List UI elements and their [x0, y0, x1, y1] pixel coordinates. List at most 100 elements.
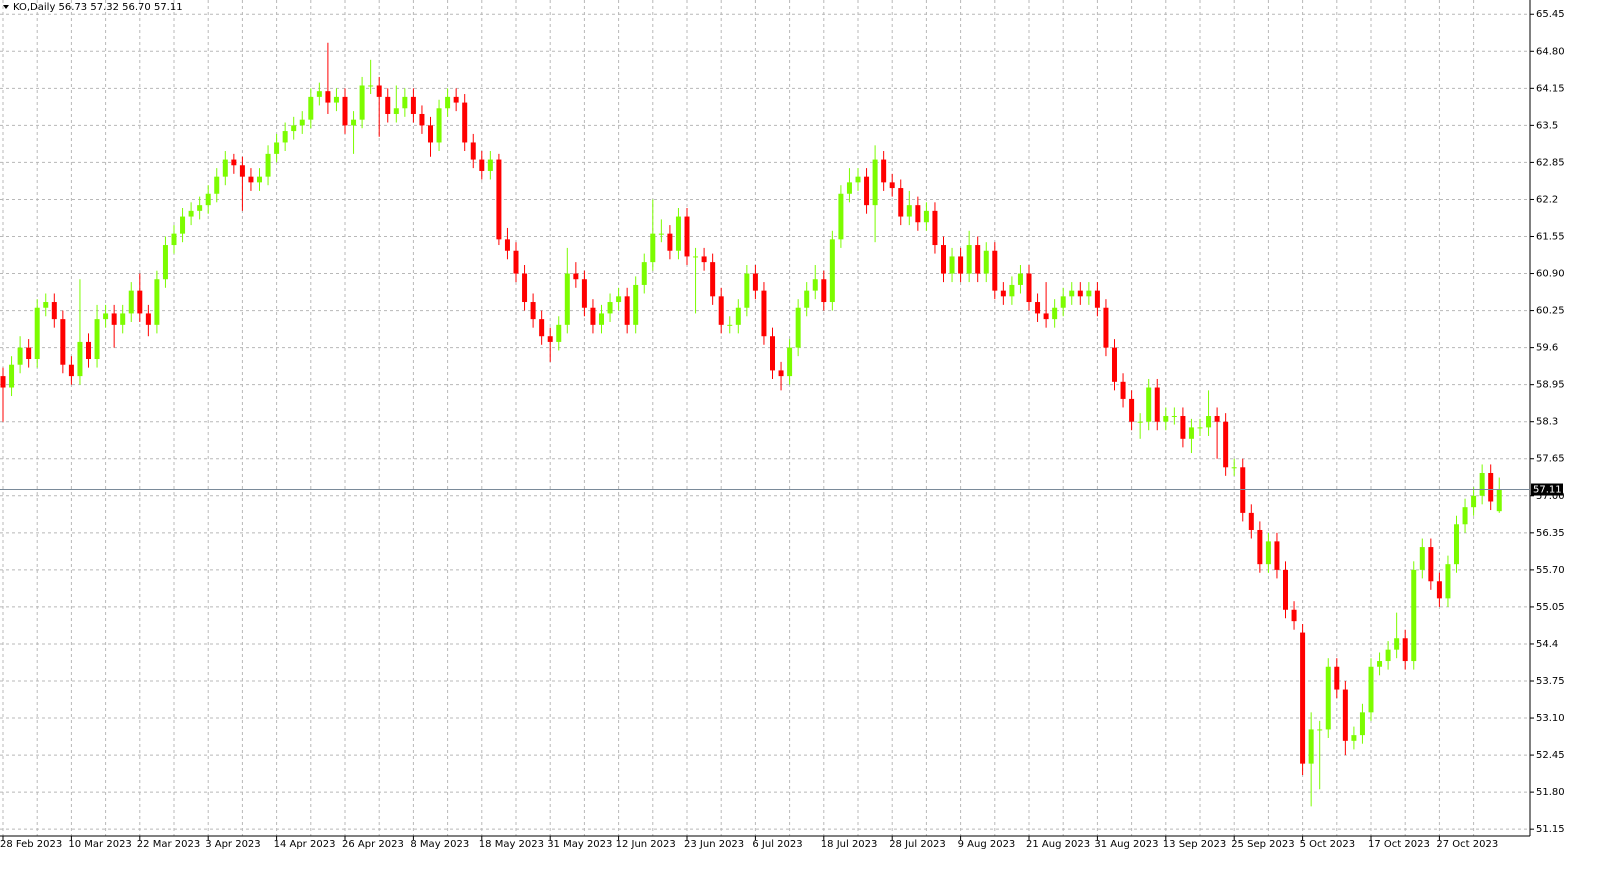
candle-body — [599, 313, 604, 325]
candle-body — [462, 102, 468, 143]
candle-body — [180, 216, 186, 234]
candle-body — [197, 205, 203, 211]
candle-body — [1137, 421, 1143, 423]
candle-body — [1094, 290, 1100, 308]
candle-body — [1223, 421, 1229, 468]
candle-body — [735, 307, 741, 325]
y-tick-label: 54.4 — [1536, 639, 1558, 650]
candle-body — [1146, 387, 1152, 422]
candle-body — [718, 296, 724, 325]
candle-body — [556, 324, 562, 342]
candle-body — [966, 245, 972, 274]
candle-body — [1060, 296, 1066, 308]
candle-body — [1163, 416, 1169, 422]
candle-body — [1248, 512, 1254, 530]
candle-body — [1214, 416, 1220, 422]
candle-body — [539, 319, 545, 337]
candle-body — [1240, 467, 1246, 513]
y-tick-label: 64.15 — [1536, 83, 1565, 94]
y-tick-label: 51.80 — [1536, 787, 1565, 798]
candle-body — [667, 233, 673, 251]
y-tick-label: 57.00 — [1536, 491, 1565, 502]
x-tick-label: 18 May 2023 — [479, 839, 544, 850]
candle-body — [915, 205, 921, 223]
candle-body — [231, 159, 237, 166]
menu-arrow[interactable] — [3, 5, 9, 9]
candle-body — [675, 216, 681, 251]
candle-body — [214, 176, 220, 194]
candle-body — [171, 233, 177, 246]
candle-body — [1445, 564, 1451, 599]
candle-body — [864, 176, 870, 206]
candle-body — [1026, 273, 1032, 303]
candle-body — [1342, 689, 1348, 741]
candle-body — [1052, 307, 1058, 320]
candle-body — [1206, 416, 1212, 428]
x-tick-label: 23 Jun 2023 — [684, 839, 744, 850]
candle-body — [838, 193, 844, 240]
candle-body — [1308, 729, 1314, 764]
candle-body — [992, 250, 998, 291]
x-tick-label: 3 Apr 2023 — [205, 839, 260, 850]
candle-body — [573, 273, 579, 280]
y-tick-label: 56.35 — [1536, 528, 1565, 539]
candle-body — [846, 182, 852, 194]
y-tick-label: 57.65 — [1536, 454, 1565, 465]
x-tick-label: 25 Sep 2023 — [1231, 839, 1294, 850]
candle-body — [205, 193, 211, 206]
candle-body — [445, 96, 451, 109]
candle-body — [1454, 524, 1459, 565]
candle-body — [949, 256, 955, 274]
candle-body — [1368, 666, 1374, 713]
candle-body — [795, 307, 801, 348]
candle-body — [496, 159, 502, 240]
candle-body — [436, 108, 442, 143]
candle-body — [744, 273, 750, 308]
candle-body — [872, 159, 878, 206]
candle-body — [658, 233, 664, 235]
candle-body — [453, 96, 459, 103]
y-tick-label: 62.85 — [1536, 157, 1565, 168]
candle-body — [650, 233, 656, 263]
candle-body — [530, 302, 536, 320]
candle-body — [479, 159, 485, 171]
x-tick-label: 27 Oct 2023 — [1436, 839, 1498, 850]
candle-body — [752, 273, 758, 291]
x-tick-label: 6 Jul 2023 — [752, 839, 802, 850]
y-tick-label: 60.90 — [1536, 269, 1565, 280]
candle-body — [470, 142, 476, 160]
candle-body — [299, 119, 305, 126]
candle-body — [265, 153, 271, 177]
candle-body — [77, 341, 83, 377]
candle-body — [342, 96, 348, 126]
y-tick-label: 58.95 — [1536, 380, 1565, 391]
candle-body — [316, 91, 322, 97]
x-tick-label: 31 Aug 2023 — [1094, 839, 1158, 850]
candle-body — [103, 313, 109, 320]
candle-body — [1188, 427, 1194, 439]
candle-body — [1197, 427, 1203, 429]
candle-body — [590, 307, 596, 325]
candle-body — [274, 142, 280, 154]
y-tick-label: 53.10 — [1536, 713, 1565, 724]
candle-body — [60, 319, 66, 365]
candle-body — [684, 216, 690, 257]
y-tick-label: 62.2 — [1536, 194, 1558, 205]
candles — [0, 42, 1502, 807]
candle-body — [607, 302, 613, 314]
grid — [0, 0, 1530, 836]
candle-body — [94, 319, 100, 360]
candle-body — [376, 85, 382, 97]
candle-body — [1069, 290, 1075, 297]
candle-body — [1077, 290, 1083, 297]
candle-body — [402, 96, 408, 109]
candle-body — [325, 91, 331, 103]
candle-body — [1496, 489, 1502, 512]
candle-body — [154, 279, 160, 325]
candle-body — [1317, 729, 1323, 731]
candle-body — [282, 131, 288, 143]
candle-body — [778, 370, 784, 377]
y-tick-label: 59.6 — [1536, 343, 1558, 354]
candle-body — [564, 273, 570, 325]
candle-body — [958, 256, 964, 274]
